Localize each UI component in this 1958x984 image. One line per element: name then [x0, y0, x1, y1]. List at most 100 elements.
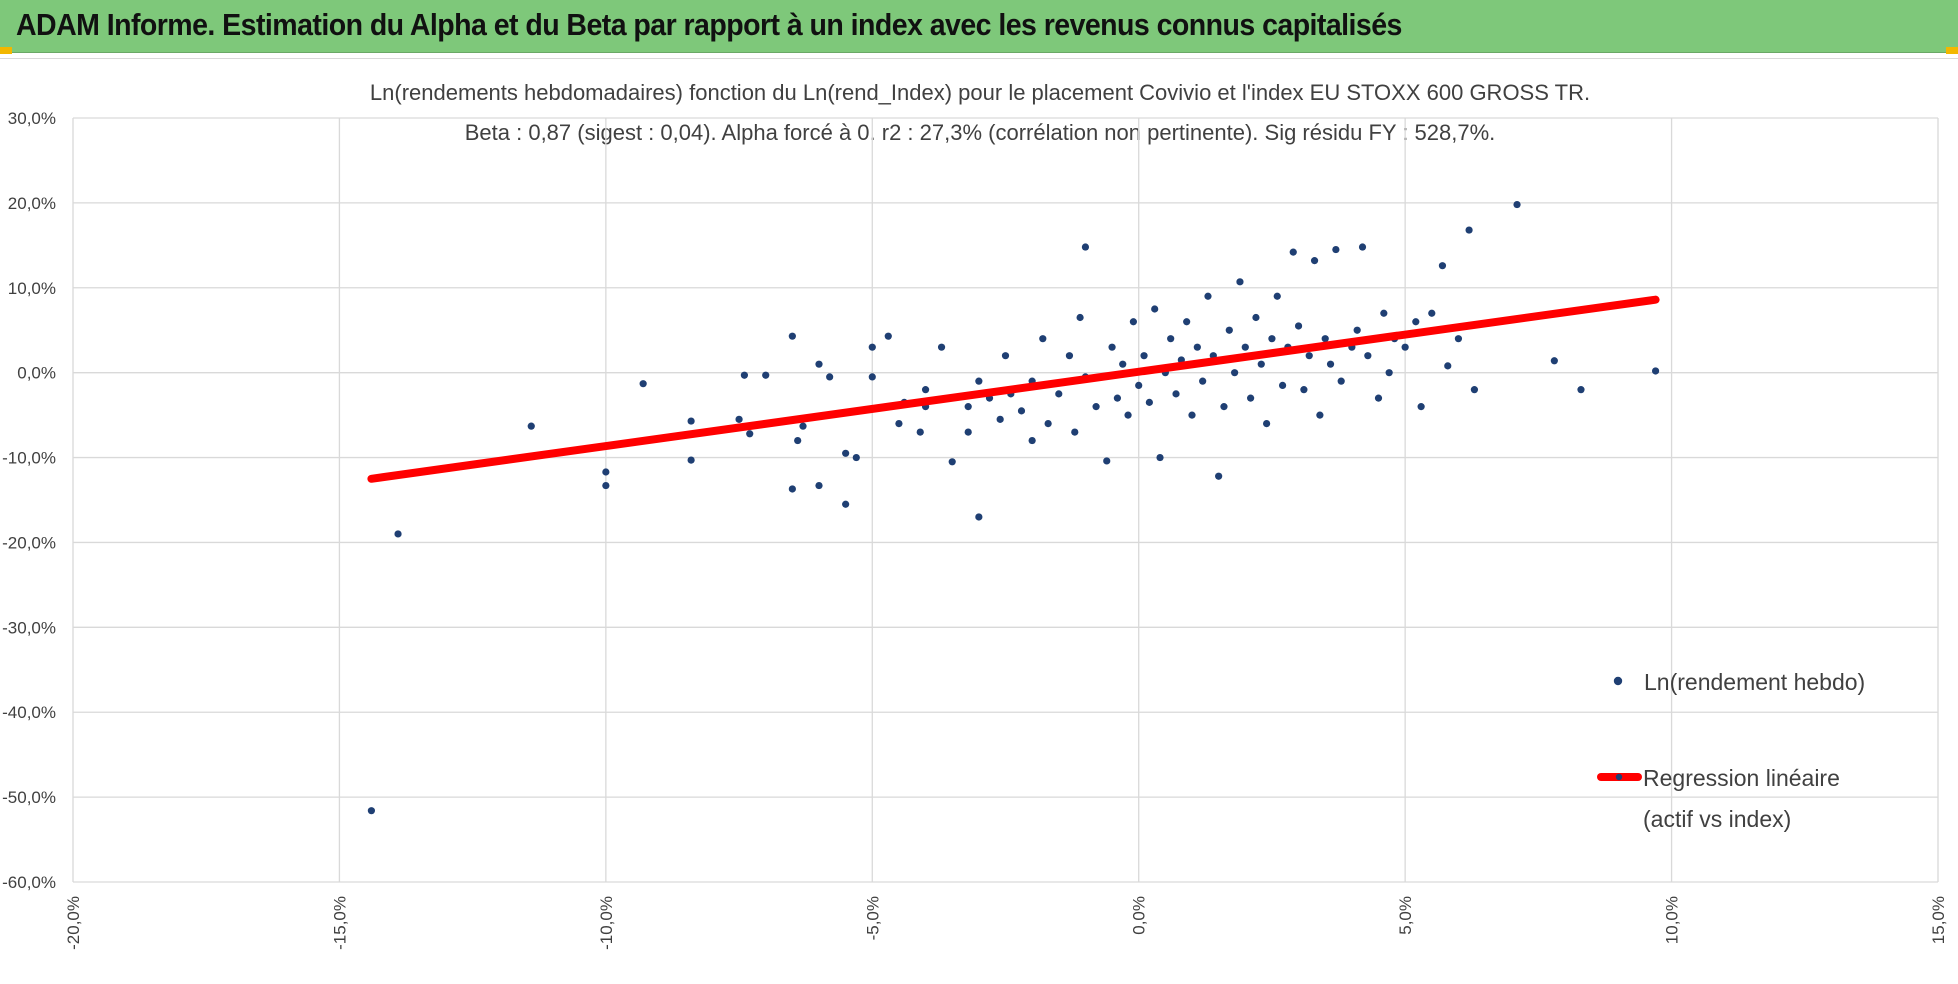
data-point: [1135, 381, 1143, 389]
y-tick-label: 30,0%: [8, 109, 56, 128]
data-point: [1076, 313, 1084, 322]
data-point: [794, 436, 802, 445]
data-point: [394, 530, 402, 538]
legend-marker-line-dot: [1615, 773, 1623, 781]
data-point: [1145, 398, 1153, 406]
data-point: [1470, 386, 1479, 394]
data-point: [1278, 381, 1287, 389]
data-point: [1428, 309, 1436, 317]
data-point: [1028, 436, 1036, 445]
data-point: [1444, 362, 1452, 370]
data-point: [1108, 343, 1116, 351]
data-point: [1310, 257, 1319, 265]
x-tick-label: -15,0%: [330, 896, 349, 950]
data-point: [1092, 403, 1100, 411]
axis-labels: 30,0% 20,0% 10,0% 0,0% -10,0% -20,0% -30,0% -40…: [2, 109, 1948, 950]
y-tick-label: -60,0%: [2, 873, 56, 892]
data-point: [1081, 243, 1090, 251]
data-point: [1374, 394, 1383, 402]
report-title: ADAM Informe. Estimation du Alpha et du …: [16, 7, 1402, 42]
data-point: [602, 468, 610, 476]
x-tick-label: 10,0%: [1663, 896, 1682, 944]
y-tick-label: 0,0%: [17, 364, 56, 383]
data-point: [1268, 335, 1276, 343]
data-point: [1204, 292, 1212, 300]
data-point: [1055, 390, 1063, 398]
data-point: [1465, 226, 1473, 234]
data-point: [799, 422, 807, 430]
data-point: [964, 428, 972, 436]
scatter-chart: Ln(rendements hebdomadaires) fonction du…: [2, 80, 1948, 950]
data-point: [788, 485, 796, 493]
data-point: [1417, 403, 1425, 411]
data-point: [1151, 305, 1159, 313]
data-point: [1129, 318, 1137, 326]
data-point: [1321, 335, 1329, 343]
data-point: [1236, 278, 1244, 286]
data-point: [884, 332, 892, 340]
data-point: [735, 415, 743, 423]
data-point: [964, 403, 972, 411]
chart-title-line2: Beta : 0,87 (sigest : 0,04). Alpha forcé…: [465, 120, 1496, 145]
chart-title-line1: Ln(rendements hebdomadaires) fonction du…: [370, 80, 1590, 105]
x-tick-label: 0,0%: [1130, 896, 1149, 935]
data-point: [1193, 343, 1201, 351]
data-point: [1183, 318, 1191, 326]
data-point: [1651, 367, 1660, 375]
data-point: [1358, 243, 1367, 251]
data-point: [1412, 318, 1420, 326]
data-point: [1065, 352, 1074, 360]
data-point: [1550, 357, 1558, 365]
data-point: [1119, 360, 1127, 368]
data-point: [921, 386, 930, 394]
data-point: [1305, 352, 1313, 360]
data-point: [1263, 420, 1271, 428]
data-point: [1353, 326, 1361, 334]
data-point: [975, 513, 983, 521]
data-point: [815, 481, 823, 490]
data-point: [527, 422, 535, 430]
data-point: [948, 458, 956, 466]
data-point: [1364, 352, 1372, 360]
data-point: [1300, 386, 1308, 394]
x-tick-label: 5,0%: [1396, 896, 1415, 935]
legend-label-line-sub: (actif vs index): [1643, 806, 1791, 832]
legend-label-line: Regression linéaire: [1643, 765, 1840, 791]
data-point: [1252, 313, 1260, 322]
data-point: [937, 343, 946, 351]
data-point: [1577, 386, 1585, 394]
data-point: [975, 377, 983, 385]
data-point: [1103, 457, 1111, 465]
x-tick-label: -10,0%: [597, 896, 616, 950]
data-point: [1513, 200, 1521, 209]
legend-label-scatter: Ln(rendement hebdo): [1644, 669, 1865, 695]
data-point: [1257, 360, 1265, 368]
data-point: [1273, 292, 1281, 300]
data-point: [1332, 245, 1340, 254]
data-point: [1001, 352, 1010, 360]
data-point: [1167, 335, 1175, 343]
legend-marker-scatter: [1613, 676, 1623, 686]
regression-line-segment: [367, 295, 1660, 483]
data-point: [1401, 343, 1409, 351]
data-point: [852, 453, 860, 462]
data-point: [1188, 411, 1196, 419]
data-point: [1337, 377, 1345, 385]
data-point: [687, 456, 695, 464]
data-point: [1044, 420, 1052, 428]
x-tick-label: 15,0%: [1929, 896, 1948, 944]
data-point: [996, 415, 1004, 423]
data-point: [788, 332, 796, 340]
data-point: [1326, 360, 1335, 368]
data-point: [746, 430, 754, 438]
corner-marker-left: [0, 47, 12, 54]
data-point: [1385, 369, 1393, 377]
data-point: [1316, 411, 1324, 419]
data-point: [815, 360, 823, 368]
data-point: [1241, 343, 1249, 351]
data-point: [1247, 394, 1255, 402]
data-point: [740, 371, 749, 379]
data-point: [639, 380, 647, 388]
data-point: [1113, 394, 1121, 402]
chart-area: Ln(rendements hebdomadaires) fonction du…: [0, 58, 1958, 983]
